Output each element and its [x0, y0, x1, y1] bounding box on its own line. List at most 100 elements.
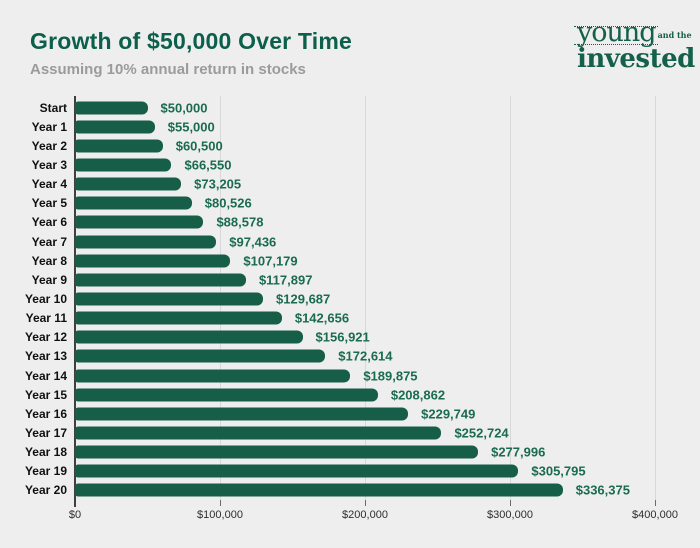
value-label: $88,578 — [216, 214, 264, 230]
bar-row: Start $50,000 — [40, 98, 655, 117]
category-label: Year 3 — [31, 157, 67, 172]
bar-row: Year 8 $107,179 — [32, 251, 655, 270]
bar-row: Year 2 $60,500 — [32, 136, 655, 155]
value-label: $229,749 — [421, 406, 476, 422]
bar-row: Year 11 $142,656 — [26, 309, 655, 328]
bar-row: Year 12 $156,921 — [25, 328, 655, 347]
bar — [75, 120, 155, 134]
bar-row: Year 14 $189,875 — [25, 366, 655, 385]
value-label: $305,795 — [531, 463, 586, 479]
gridline — [365, 96, 366, 500]
bar-row: Year 7 $97,436 — [32, 232, 655, 251]
category-label: Year 2 — [31, 138, 67, 153]
bar — [75, 273, 246, 287]
value-label: $172,614 — [338, 348, 393, 364]
logo-word-invested: invested — [577, 44, 695, 74]
category-label: Year 9 — [31, 272, 67, 287]
value-label: $142,656 — [294, 310, 350, 326]
value-label: $156,921 — [315, 329, 370, 345]
category-label: Year 4 — [31, 177, 67, 192]
gridline — [655, 96, 656, 500]
bar — [75, 177, 182, 191]
chart-title: Growth of $50,000 Over Time — [30, 28, 352, 54]
value-label: $50,000 — [160, 100, 208, 116]
chart-subtitle: Assuming 10% annual return in stocks — [30, 61, 306, 78]
x-tick-label: $0 — [68, 509, 82, 521]
value-label: $129,687 — [276, 291, 331, 307]
bar-row: Year 18 $277,996 — [25, 443, 655, 462]
value-label: $252,724 — [454, 425, 509, 441]
category-label: Year 15 — [24, 387, 67, 402]
value-label: $73,205 — [194, 176, 242, 192]
category-label: Year 10 — [24, 291, 67, 306]
bar-row: Year 5 $80,526 — [32, 194, 655, 213]
value-label: $336,375 — [575, 482, 630, 498]
x-tick-label: $100,000 — [197, 509, 243, 521]
value-label: $117,897 — [258, 272, 313, 288]
logo-dotted-rule-bottom — [574, 44, 658, 45]
logo-word-andthe: and the — [657, 30, 692, 40]
bar-row: Year 1 $55,000 — [32, 117, 655, 136]
category-label: Year 5 — [31, 196, 67, 211]
value-label: $277,996 — [491, 444, 546, 460]
brand-logo-line1: young and the — [574, 17, 692, 48]
bar-row: Year 16 $229,749 — [25, 404, 655, 423]
logo-word-young: young — [577, 17, 657, 48]
value-label: $60,500 — [175, 138, 223, 154]
bar-row: Year 15 $208,862 — [25, 385, 655, 404]
bar — [75, 139, 163, 153]
x-tick-label: $200,000 — [342, 509, 388, 521]
bar-row: Year 13 $172,614 — [25, 347, 655, 366]
x-axis-tick — [220, 500, 221, 506]
category-label: Year 19 — [24, 464, 67, 479]
bar-row: Year 6 $88,578 — [32, 213, 655, 232]
x-tick-label: $400,000 — [632, 509, 678, 521]
category-label: Year 16 — [24, 406, 67, 421]
category-label: Year 12 — [24, 330, 67, 345]
x-axis-tick — [510, 500, 511, 506]
bar-row: Year 4 $73,205 — [32, 175, 655, 194]
bar — [75, 349, 326, 363]
bar-row: Year 19 $305,795 — [25, 462, 655, 481]
bar — [75, 158, 172, 172]
bar — [75, 254, 231, 268]
value-label: $55,000 — [167, 119, 215, 135]
bar — [75, 196, 192, 210]
gridline — [510, 96, 511, 500]
category-label: Year 1 — [31, 119, 67, 134]
bar-row: Year 17 $252,724 — [25, 423, 655, 442]
bar-row: Year 3 $66,550 — [32, 155, 655, 174]
brand-logo: young and the invested — [574, 17, 695, 74]
bar — [75, 426, 442, 440]
category-label: Year 8 — [31, 253, 67, 268]
value-label: $66,550 — [184, 157, 232, 173]
x-tick-label: $300,000 — [487, 509, 533, 521]
bar-row: Year 20 $336,375 — [25, 481, 655, 500]
bar — [75, 215, 204, 229]
category-label: Year 14 — [24, 368, 67, 383]
x-axis-tick — [365, 500, 366, 506]
category-label: Year 18 — [24, 445, 67, 460]
category-label: Year 20 — [24, 483, 67, 498]
category-label: Year 6 — [31, 215, 67, 230]
bar-row: Year 9 $117,897 — [32, 270, 655, 289]
bar-row: Year 10 $129,687 — [25, 289, 655, 308]
value-label: $107,179 — [243, 253, 298, 269]
bar — [75, 311, 282, 325]
bar — [75, 445, 479, 459]
bar — [75, 388, 378, 402]
bar — [75, 330, 303, 344]
value-label: $208,862 — [390, 387, 446, 403]
bar — [75, 292, 264, 306]
category-label: Year 17 — [24, 425, 67, 440]
bar — [75, 369, 351, 383]
category-label: Year 11 — [25, 311, 67, 326]
category-label: Start — [39, 100, 67, 115]
bar — [75, 101, 148, 115]
value-label: $189,875 — [363, 368, 418, 384]
bar — [75, 483, 563, 497]
logo-dotted-rule-top — [574, 26, 658, 27]
x-axis-tick — [655, 500, 656, 506]
bar-chart-plot-area: $0 $100,000 $200,000 $300,000 $400,000 Start $… — [25, 96, 678, 521]
